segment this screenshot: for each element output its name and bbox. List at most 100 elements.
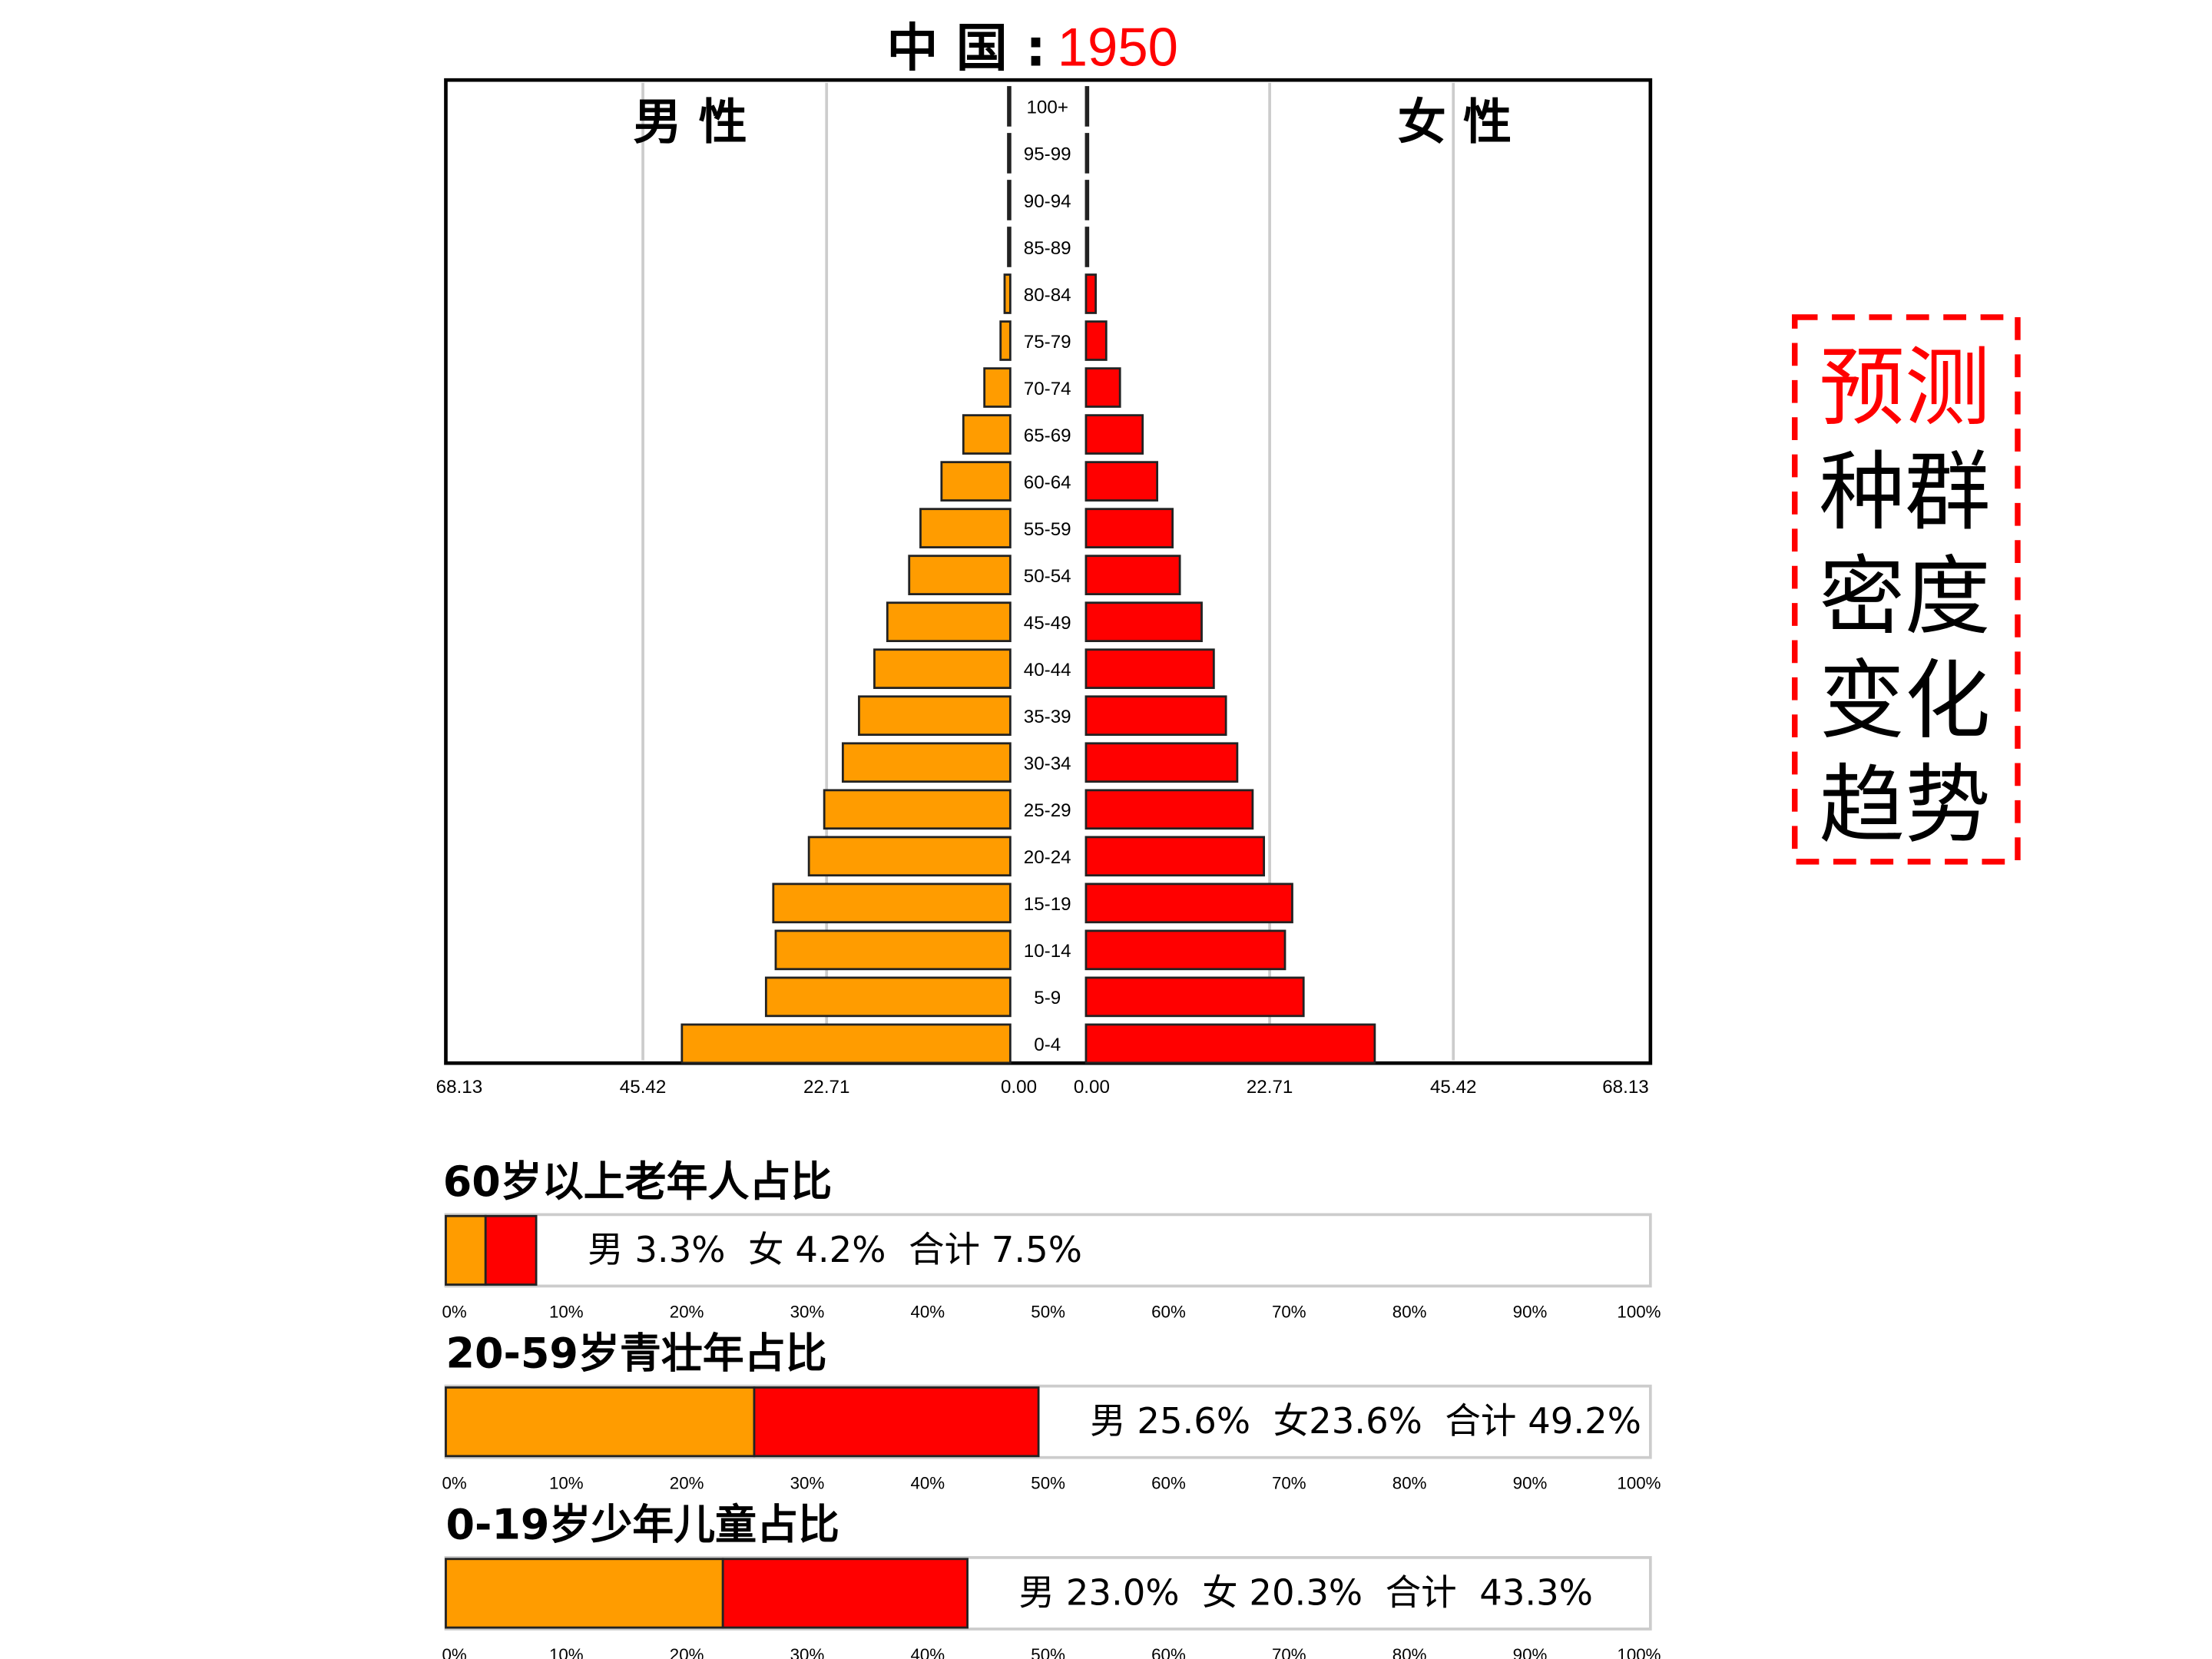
age-group-label: 60-64 [1024, 472, 1071, 493]
female-bar [1084, 367, 1121, 408]
x-tick-label: 10% [549, 1645, 584, 1659]
male-bar [940, 461, 1012, 502]
age-group-label: 40-44 [1024, 660, 1071, 680]
age-group-label: 15-19 [1024, 894, 1071, 915]
age-group-label: 55-59 [1024, 519, 1071, 540]
female-share-bar [753, 1386, 1040, 1458]
x-tick-label: 22.71 [803, 1077, 850, 1098]
x-tick-label: 20% [670, 1302, 704, 1321]
female-bar [1084, 836, 1266, 877]
male-bar [841, 742, 1012, 783]
female-bar [1084, 133, 1090, 174]
panel-frame [444, 1213, 1652, 1288]
x-tick-label: 50% [1031, 1645, 1065, 1659]
female-bar [1084, 789, 1254, 830]
x-tick-label: 10% [549, 1302, 584, 1321]
male-bar [983, 367, 1012, 408]
age-group-label: 35-39 [1024, 707, 1071, 727]
age-group-label: 100+ [1026, 98, 1068, 118]
male-bar [1007, 227, 1012, 267]
x-tick-label: 40% [910, 1474, 945, 1493]
male-bar [807, 836, 1012, 877]
x-tick-label: 0% [442, 1474, 467, 1493]
dashed-border [1792, 314, 2021, 865]
age-group-label: 25-29 [1024, 800, 1071, 821]
x-tick-label: 50% [1031, 1302, 1065, 1321]
panel-summary: 男 23.0% 女 20.3% 合计 43.3% [1019, 1571, 1593, 1613]
panel-title: 20-59岁青壮年占比 [445, 1329, 826, 1377]
female-bar [1084, 976, 1305, 1018]
x-tick-label: 60% [1151, 1645, 1186, 1659]
age-group-label: 30-34 [1024, 753, 1071, 774]
callout-line: 种群 [1819, 442, 1990, 542]
x-tick-label: 0% [442, 1302, 467, 1321]
male-bar [823, 789, 1012, 830]
female-bar [1084, 929, 1286, 971]
female-share-bar [484, 1214, 538, 1286]
population-pyramid: 中 国 : 1950 男 性 女 性 100+ 95-99 90-94 85-89 80… [436, 17, 1653, 1098]
female-bar [1084, 555, 1181, 595]
male-bar [774, 929, 1012, 971]
x-tick-label: 30% [790, 1645, 825, 1659]
chart-title-prefix: 中 国 : [887, 18, 1046, 78]
x-tick-label: 70% [1272, 1302, 1306, 1321]
female-bar [1084, 1023, 1376, 1065]
age-group-label: 5-9 [1034, 988, 1061, 1008]
male-bar [858, 695, 1012, 737]
panel-summary: 男 3.3% 女 4.2% 合计 7.5% [588, 1229, 1082, 1270]
panel-summary: 男 25.6% 女23.6% 合计 49.2% [1090, 1400, 1641, 1442]
male-bar [1007, 86, 1012, 127]
age-group-label: 45-49 [1024, 613, 1071, 634]
callout-line: 预测 [1819, 338, 1990, 438]
female-bar [1084, 742, 1239, 783]
female-bar [1084, 86, 1090, 127]
x-tick-label: 45.42 [620, 1077, 667, 1098]
male-bar [772, 882, 1012, 924]
x-tick-label: 80% [1392, 1645, 1427, 1659]
x-tick-label: 70% [1272, 1645, 1306, 1659]
age-group-label: 50-54 [1024, 566, 1071, 587]
male-share-bar [445, 1214, 487, 1286]
x-tick-label: 100% [1617, 1645, 1661, 1659]
x-tick-label: 90% [1513, 1474, 1548, 1493]
male-bar [1003, 273, 1012, 314]
bars: 100+ 95-99 90-94 85-89 80-84 75-79 70-74 65-69 6… [680, 86, 1376, 1065]
female-bar [1084, 695, 1227, 737]
female-bar [1084, 461, 1159, 502]
female-bar [1084, 273, 1097, 314]
male-bar [886, 601, 1012, 642]
x-tick-label: 100% [1617, 1302, 1661, 1321]
age-group-label: 80-84 [1024, 285, 1071, 306]
male-bar [680, 1023, 1012, 1065]
male-share-bar [445, 1558, 724, 1629]
age-group-label: 85-89 [1024, 238, 1071, 259]
panel-title: 0-19岁少年儿童占比 [445, 1501, 839, 1549]
x-tick-label: 0% [442, 1645, 467, 1659]
x-axis-ticks: 68.13 45.42 22.71 0.00 0.00 22.71 45.42 68.13 [436, 1077, 1649, 1098]
male-share-bar [445, 1386, 756, 1458]
x-tick-label: 60% [1151, 1474, 1186, 1493]
x-tick-label: 20% [670, 1645, 704, 1659]
age-group-label: 70-74 [1024, 379, 1071, 399]
female-bar [1084, 414, 1144, 455]
male-bar [873, 648, 1012, 690]
male-bar [1007, 180, 1012, 220]
male-bar [962, 414, 1012, 455]
female-bar [1084, 508, 1174, 548]
age-group-label: 90-94 [1024, 191, 1071, 212]
x-tick-label: 68.13 [436, 1077, 483, 1098]
x-tick-label: 0.00 [1001, 1077, 1037, 1098]
chart-title-year: 1950 [1058, 17, 1178, 78]
age-group-label: 75-79 [1024, 332, 1071, 353]
age-group-label: 0-4 [1034, 1035, 1061, 1055]
female-bar [1084, 227, 1090, 267]
x-tick-label: 50% [1031, 1474, 1065, 1493]
female-bar [1084, 648, 1215, 690]
female-bar [1084, 882, 1293, 924]
